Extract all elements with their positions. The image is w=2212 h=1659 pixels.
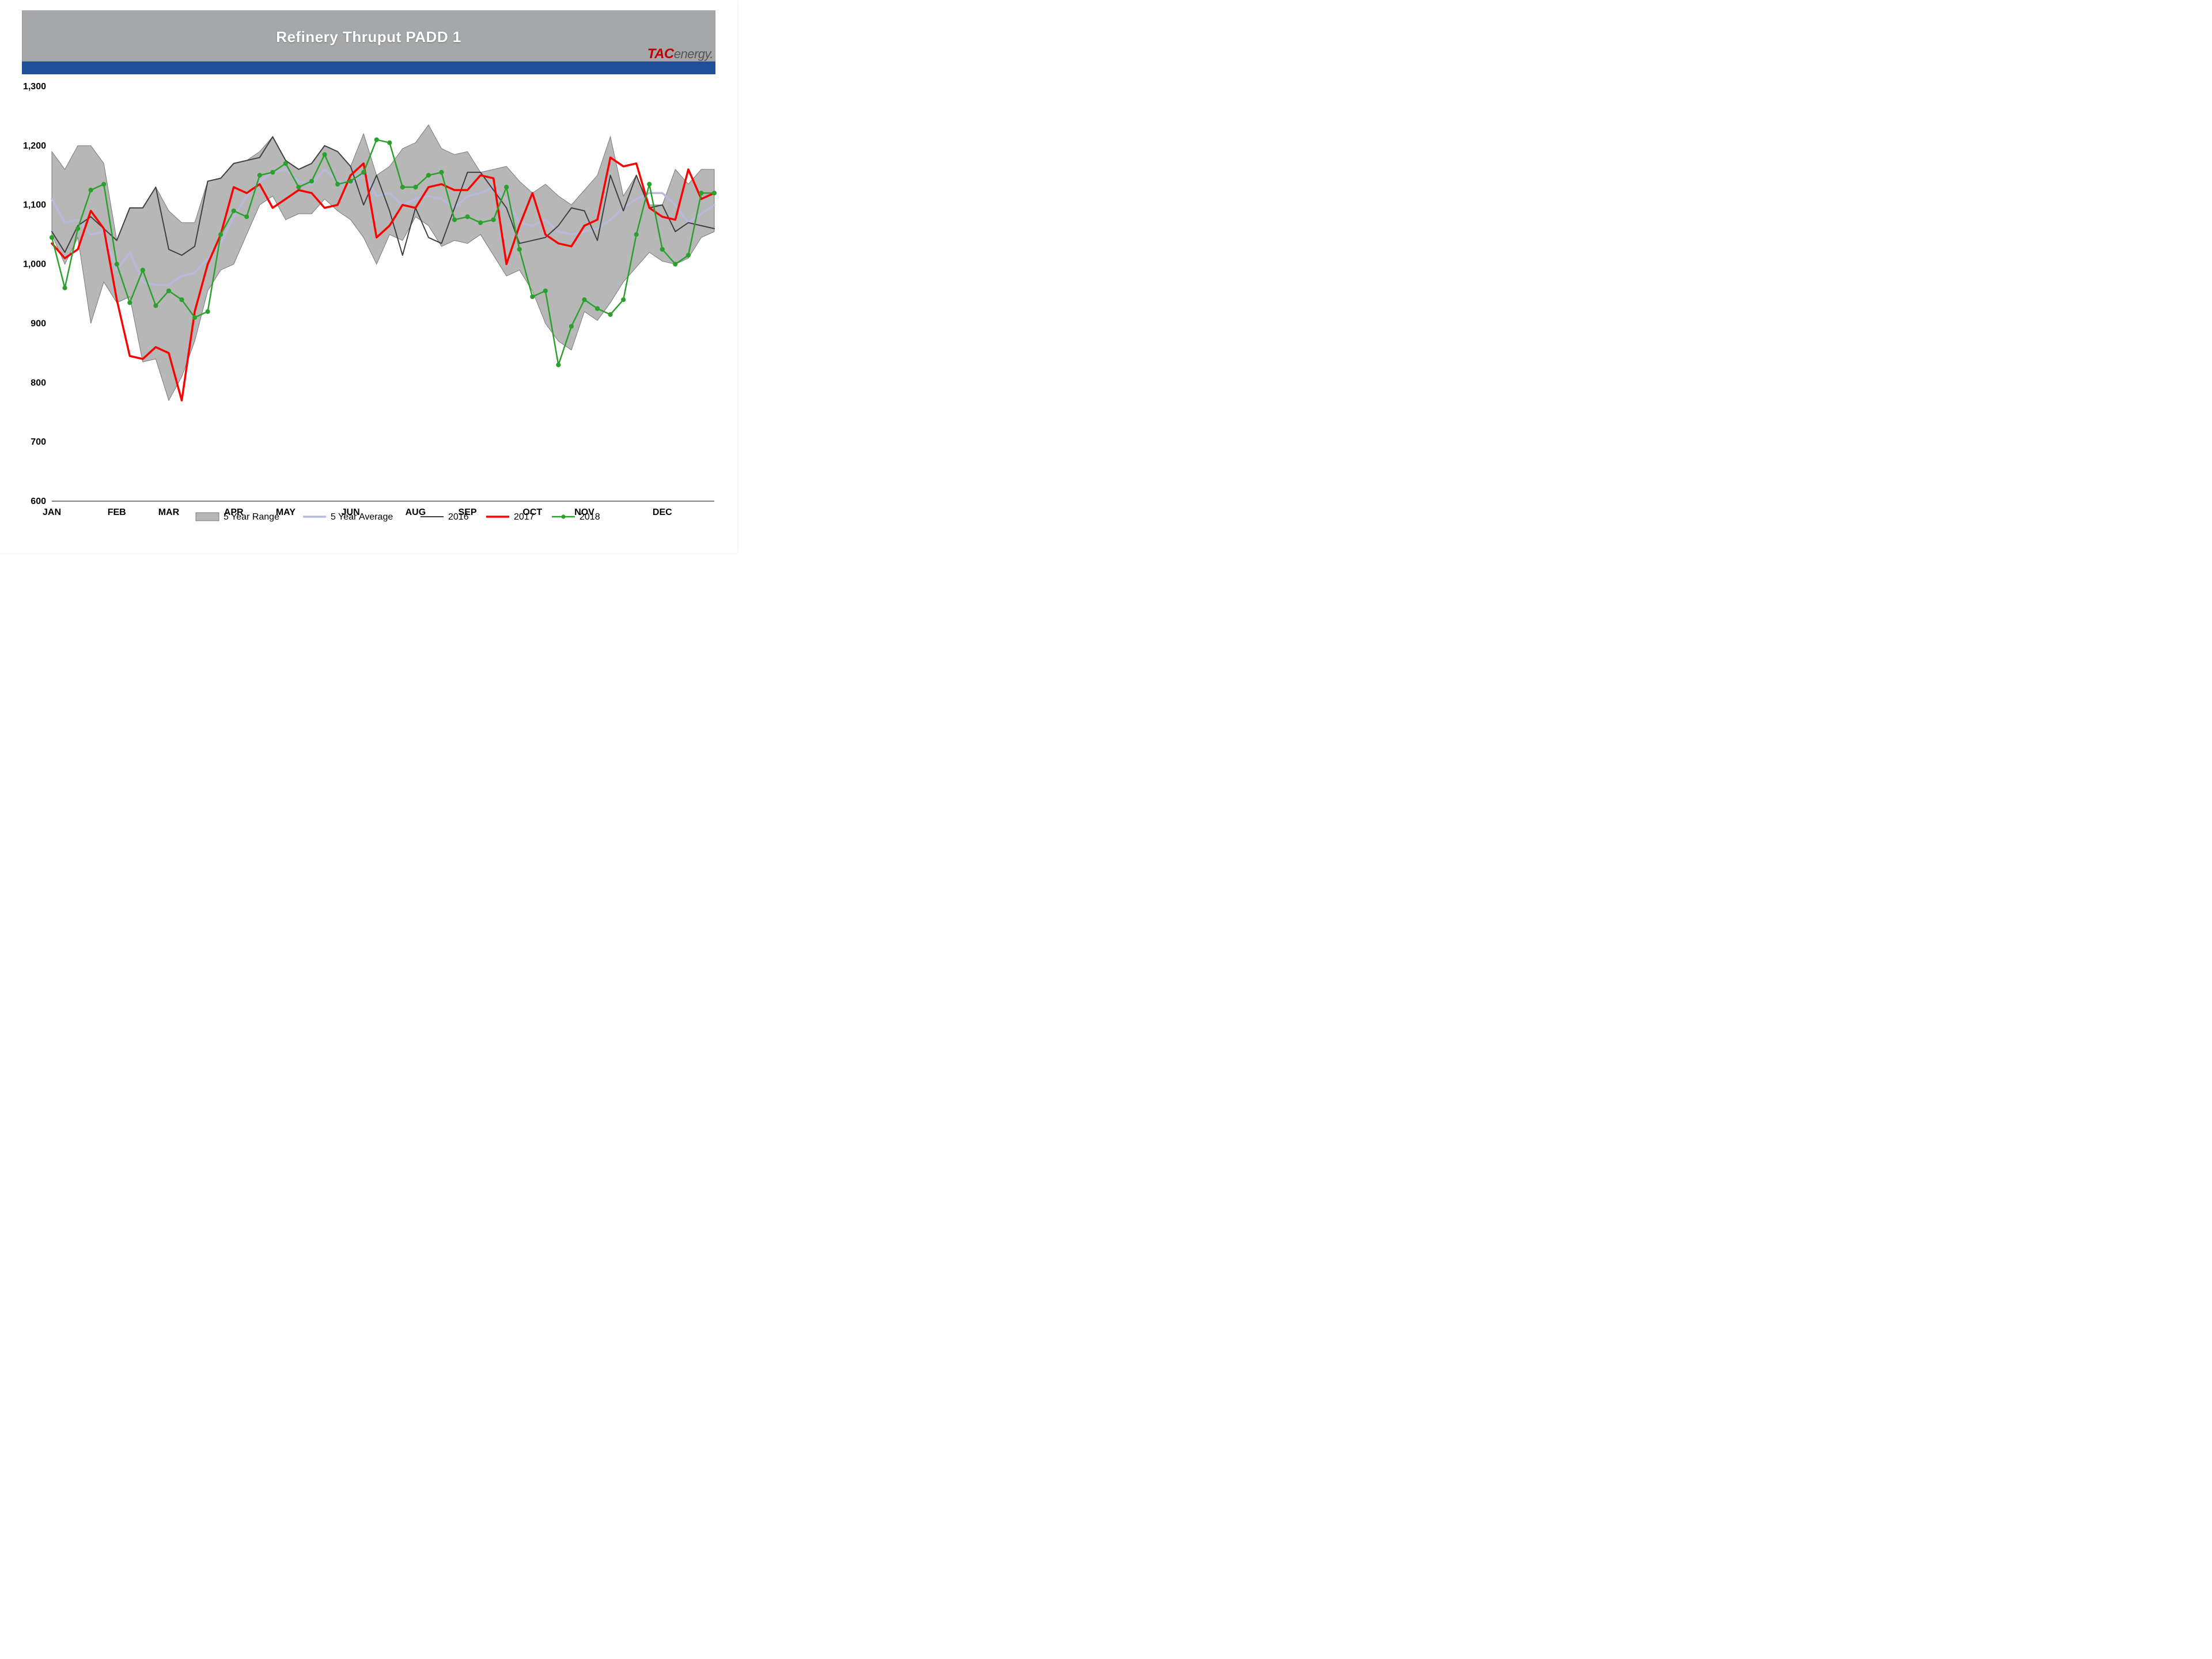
page: Refinery Thruput PADD 1 TACenergy. 600 70… xyxy=(0,0,737,553)
y-tick-label: 1,100 xyxy=(23,200,46,210)
series-marker xyxy=(608,312,612,316)
x-tick-label: JAN xyxy=(43,507,61,517)
x-tick-label: MAR xyxy=(158,507,180,517)
series-marker xyxy=(491,218,495,222)
series-marker xyxy=(297,185,301,189)
series-marker xyxy=(232,209,236,213)
series-marker xyxy=(660,247,664,251)
x-tick-label: AUG xyxy=(406,507,426,517)
series-marker xyxy=(634,233,638,237)
series-marker xyxy=(309,179,313,183)
series-marker xyxy=(426,173,430,177)
series-marker xyxy=(362,171,366,175)
series-marker xyxy=(206,309,210,313)
series-marker xyxy=(712,191,716,195)
legend-label: 2018 xyxy=(579,512,600,522)
series-marker xyxy=(50,236,54,240)
series-marker xyxy=(102,182,106,186)
chart-area: 600 700 800 900 1,000 1,100 1,200 1,300 JAN FEB MA… xyxy=(12,81,726,536)
series-marker xyxy=(63,286,67,290)
y-tick-label: 700 xyxy=(31,437,46,447)
series-marker xyxy=(673,262,677,266)
logo: TACenergy. xyxy=(647,46,713,62)
y-tick-label: 1,000 xyxy=(23,260,46,270)
series-marker xyxy=(388,141,392,145)
y-tick-label: 1,300 xyxy=(23,82,46,92)
chart-title: Refinery Thruput PADD 1 xyxy=(22,28,715,46)
series-marker xyxy=(141,268,145,272)
series-marker xyxy=(349,179,353,183)
series-marker xyxy=(271,171,275,175)
legend-label: 2017 xyxy=(514,512,535,522)
chart-svg: 600 700 800 900 1,000 1,100 1,200 1,300 JAN FEB MA… xyxy=(12,81,726,536)
legend-label: 5 Year Average xyxy=(331,512,393,522)
series-marker xyxy=(335,182,339,186)
series-marker xyxy=(686,253,690,257)
series-marker xyxy=(543,289,547,293)
series-marker xyxy=(219,233,223,237)
series-marker xyxy=(465,215,469,219)
series-marker xyxy=(180,298,184,302)
y-tick-label: 600 xyxy=(31,497,46,506)
y-tick-label: 1,200 xyxy=(23,141,46,151)
legend-marker xyxy=(561,514,565,518)
series-marker xyxy=(414,185,418,189)
logo-part1: TAC xyxy=(647,46,674,62)
series-marker xyxy=(556,363,560,367)
x-tick-label: DEC xyxy=(653,507,672,517)
series-marker xyxy=(569,324,573,328)
five-year-range-area xyxy=(52,125,714,400)
logo-part2: energy. xyxy=(674,47,713,61)
series-marker xyxy=(440,171,444,175)
series-marker xyxy=(531,295,535,299)
series-marker xyxy=(582,298,586,302)
y-tick-label: 800 xyxy=(31,378,46,388)
series-marker xyxy=(323,153,327,157)
series-marker xyxy=(283,161,287,165)
series-marker xyxy=(517,247,521,251)
series-marker xyxy=(699,191,703,195)
header-blue-band xyxy=(22,61,715,74)
series-marker xyxy=(622,298,626,302)
y-tick-label: 900 xyxy=(31,319,46,328)
series-marker xyxy=(128,301,132,305)
series-marker xyxy=(154,304,158,308)
header-band: Refinery Thruput PADD 1 xyxy=(22,10,715,62)
legend-label: 5 Year Range xyxy=(224,512,279,522)
series-marker xyxy=(245,215,249,219)
legend-label: 2016 xyxy=(448,512,469,522)
series-marker xyxy=(479,221,483,225)
series-marker xyxy=(505,185,509,189)
series-marker xyxy=(400,185,404,189)
series-marker xyxy=(89,188,93,192)
series-marker xyxy=(595,306,599,310)
series-marker xyxy=(192,316,196,320)
series-marker xyxy=(75,226,79,230)
series-marker xyxy=(257,173,262,177)
series-marker xyxy=(452,218,456,222)
legend-swatch-range xyxy=(196,513,219,521)
series-marker xyxy=(166,289,171,293)
x-tick-label: FEB xyxy=(108,507,126,517)
series-marker xyxy=(115,262,119,266)
series-marker xyxy=(374,138,378,142)
series-marker xyxy=(647,182,652,186)
